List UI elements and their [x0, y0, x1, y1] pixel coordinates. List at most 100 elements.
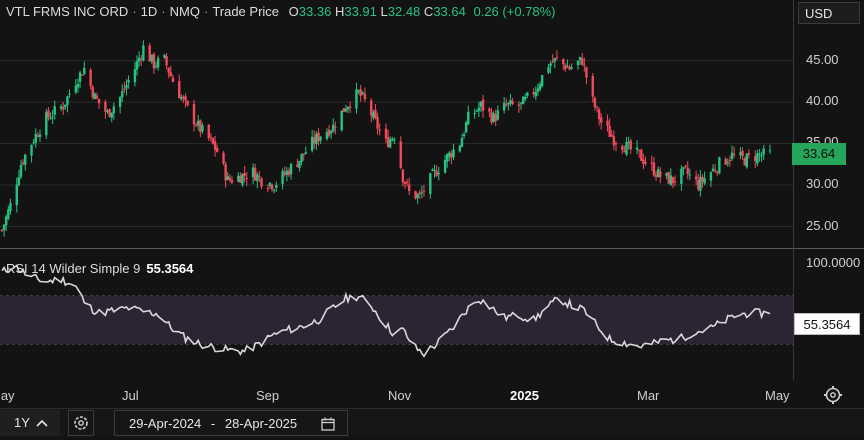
candle	[241, 173, 244, 188]
price-type: Trade Price	[212, 4, 280, 19]
candle	[621, 144, 624, 154]
candle	[414, 190, 417, 200]
candle	[644, 156, 647, 166]
candle	[458, 144, 462, 153]
candle	[680, 165, 683, 191]
candle	[713, 163, 717, 174]
candle	[570, 63, 573, 71]
candle	[5, 214, 8, 231]
candle	[272, 188, 276, 194]
chevron-up-icon	[36, 419, 48, 427]
candle	[701, 174, 704, 188]
candle	[654, 170, 658, 181]
candle	[576, 60, 580, 70]
candle	[600, 113, 603, 130]
candle	[694, 170, 698, 186]
date-range-picker[interactable]: 29-Apr-2024 - 28-Apr-2025	[114, 410, 348, 436]
candle	[64, 104, 67, 110]
candle	[730, 145, 734, 162]
candle	[688, 168, 692, 181]
candle	[167, 67, 170, 79]
candle	[747, 149, 751, 159]
candle	[711, 164, 715, 172]
candle	[19, 159, 23, 179]
candle	[703, 171, 706, 186]
candle	[726, 158, 730, 167]
x-tick-label: Nov	[388, 388, 412, 403]
candle	[346, 106, 350, 114]
rsi-value: 55.3564	[146, 261, 194, 276]
candle	[213, 135, 217, 157]
low-value: 32.48	[387, 4, 421, 19]
open-label: O	[288, 4, 299, 19]
candle	[420, 185, 424, 199]
interval[interactable]: 1D	[140, 4, 158, 19]
candle	[93, 92, 97, 100]
candle	[566, 59, 569, 68]
range-settings-button[interactable]	[68, 410, 94, 436]
candle	[348, 101, 352, 113]
candle	[108, 108, 111, 118]
candle	[519, 102, 523, 110]
candle	[148, 42, 151, 62]
range-selector[interactable]: 1Y	[0, 410, 60, 436]
candle	[399, 136, 402, 170]
candle	[376, 112, 379, 135]
candle	[224, 161, 227, 188]
rsi-line	[1, 264, 771, 358]
candle	[83, 61, 86, 76]
candle	[256, 172, 259, 189]
candle	[53, 100, 56, 120]
candle	[578, 56, 582, 65]
candle	[66, 95, 69, 113]
candle	[310, 129, 314, 153]
candle	[467, 105, 470, 125]
candle	[760, 151, 763, 162]
price-tick: 25.00	[806, 218, 839, 233]
low-label: L	[380, 4, 388, 19]
candle	[230, 175, 234, 184]
candle	[300, 153, 303, 166]
candle	[606, 114, 609, 132]
candle	[51, 110, 54, 125]
candle	[452, 143, 455, 161]
candle	[627, 136, 630, 150]
candle	[228, 174, 232, 183]
candle	[313, 130, 316, 149]
candle	[684, 164, 687, 169]
candle	[555, 50, 559, 61]
candle	[47, 107, 50, 121]
candle	[408, 177, 411, 196]
candle	[289, 162, 293, 180]
candle	[642, 153, 645, 170]
candle	[327, 125, 331, 138]
candle	[251, 163, 255, 185]
candle	[490, 108, 493, 125]
candle	[68, 89, 71, 98]
candle	[745, 153, 748, 169]
candle	[699, 170, 702, 197]
candle	[17, 169, 21, 187]
x-tick-label: May	[0, 388, 15, 403]
candle	[127, 75, 130, 89]
rsi-legend[interactable]: RSI 14 Wilder Simple 9 55.3564	[6, 261, 193, 276]
candle	[281, 168, 284, 190]
candle	[363, 87, 367, 102]
candle	[334, 121, 337, 135]
rsi-label: RSI 14 Wilder Simple 9	[6, 261, 141, 276]
symbol-name[interactable]: VTL FRMS INC ORD	[6, 4, 129, 19]
candle	[45, 108, 48, 140]
candle	[74, 79, 78, 95]
candle	[135, 55, 139, 76]
candle	[163, 54, 166, 59]
candle	[682, 166, 685, 176]
candle	[505, 98, 508, 107]
candle	[260, 177, 263, 190]
candle	[386, 129, 390, 148]
candle	[24, 153, 27, 171]
candle	[266, 184, 270, 193]
currency-button[interactable]: USD	[798, 2, 860, 24]
chart-settings-icon[interactable]	[822, 384, 844, 406]
candle	[357, 89, 360, 95]
